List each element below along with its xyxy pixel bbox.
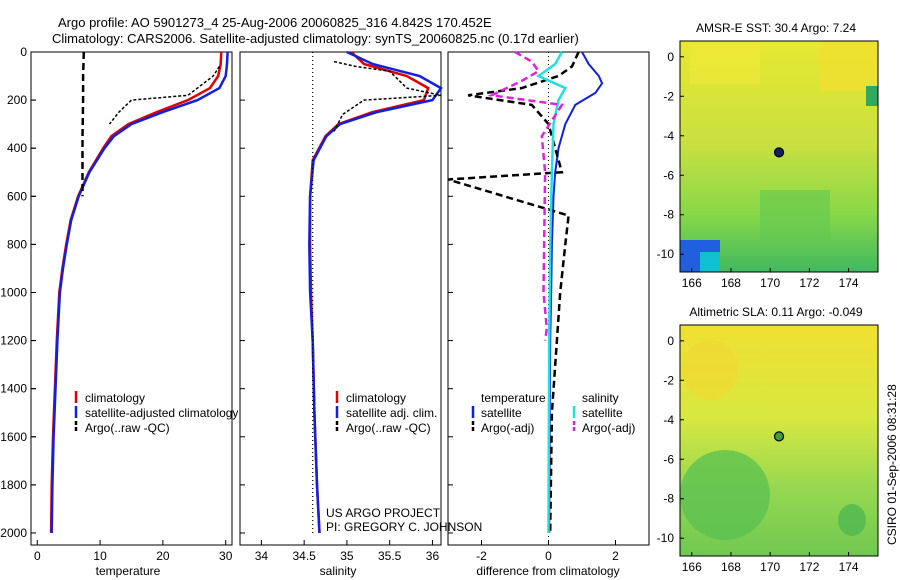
sla_map-ytick-label: -6: [663, 452, 674, 466]
salinity-xlabel: salinity: [320, 564, 357, 578]
depth-axis: 0 200 400 600 800 1000 1200 1400 1600 1800 2000: [0, 45, 36, 540]
sst-frame: [679, 40, 879, 273]
depth-tick-label: 1400: [0, 382, 27, 396]
project-credit: US ARGO PROJECT: [326, 506, 441, 520]
sla_map-ytick-label: 0: [667, 334, 674, 348]
depth-tick-label: 400: [7, 141, 27, 155]
salinity-xtick-label: 36: [426, 549, 440, 563]
sla-map-axes: 166 168 170 172 174 0 -2 -4 -6 -8 -10: [657, 334, 859, 574]
sla_map-argo-marker: [773, 431, 785, 442]
sst_map-ytick-label: -10: [657, 247, 675, 261]
sst-warm-patch-2: [690, 44, 760, 84]
depth-tick-label: 600: [7, 189, 27, 203]
header-line2: Climatology: CARS2006. Satellite-adjuste…: [52, 31, 579, 46]
salinity-xtick-label: 35: [340, 549, 354, 563]
temperature-panel: [30, 51, 233, 546]
sst_map-ytick-label: -6: [663, 168, 674, 182]
depth-tick-label: 1000: [0, 285, 27, 299]
temperature-xtick-label: 30: [219, 549, 233, 563]
legend-sal-argo: Argo(..raw -QC): [346, 421, 431, 435]
depth-tick-label: 800: [7, 237, 27, 251]
depth-tick-label: 0: [20, 45, 27, 59]
depth-tick-label: 1200: [0, 334, 27, 348]
sst-warm-patch: [820, 41, 878, 91]
salinity-series-argo-upper: [333, 60, 442, 132]
legend-diff-salinity-header: salinity: [582, 391, 619, 405]
sla_map-xtick-label: 172: [799, 560, 819, 574]
sla_map-ytick-label: -10: [657, 531, 675, 545]
sst_map-xtick-label: 168: [721, 276, 741, 290]
sst_map-xtick-label: 174: [839, 276, 859, 290]
legend-diff-sal-argo: Argo(-adj): [582, 421, 635, 435]
sla_map-xtick-label: 166: [682, 560, 702, 574]
salinity-xtick-label: 34.5: [292, 549, 316, 563]
salinity-xtick-label: 34: [255, 549, 269, 563]
salinity-panel: [239, 51, 442, 546]
difference-plot: -2 0 2: [447, 50, 619, 563]
legend-diff-temp-satellite: satellite: [481, 406, 522, 420]
sla-low-patch-2: [838, 504, 866, 536]
salinity-xtick-label: 35.5: [378, 549, 402, 563]
sst_map-ytick-label: -4: [663, 129, 674, 143]
temperature-xtick-label: 0: [34, 549, 41, 563]
temperature-series-argo-raw-qc: [81, 51, 86, 197]
sst-map: [679, 40, 879, 273]
legend-temp-argo: Argo(..raw -QC): [85, 421, 170, 435]
legend-temp-satellite: satellite-adjusted climatology: [85, 406, 238, 420]
sst_map-ytick-label: -8: [663, 208, 674, 222]
sst_map-argo-marker: [773, 147, 785, 158]
header-line1: Argo profile: AO 5901273_4 25-Aug-2006 2…: [58, 15, 492, 30]
difference-series-temperature-argo-adj: [447, 51, 580, 534]
difference-series-salinity-satellite: [536, 51, 568, 534]
temperature-series-satellite-adjusted-climatology: [50, 51, 229, 534]
sla-map-title: Altimetric SLA: 0.11 Argo: -0.049: [689, 305, 863, 319]
difference-xtick-label: 2: [612, 549, 619, 563]
legend-temp-climatology: climatology: [85, 391, 145, 405]
sla-frame: [679, 324, 879, 557]
timestamp-stamp: CSIRO 01-Sep-2006 08:31:28: [885, 384, 899, 545]
sla-high-patch: [682, 340, 738, 400]
pi-credit: PI: GREGORY C. JOHNSON: [326, 520, 482, 534]
sla_map-xtick-label: 174: [839, 560, 859, 574]
depth-tick-label: 1600: [0, 430, 27, 444]
temperature-series-argo-upper: [108, 65, 221, 125]
legend-sal-satellite: satellite adj. clim.: [346, 406, 437, 420]
salinity-plot: 34 34.5 35 35.5 36: [240, 50, 443, 563]
legend-diff-sal-satellite: satellite: [582, 406, 623, 420]
difference-xlabel: difference from climatology: [476, 564, 619, 578]
sst-map-title: AMSR-E SST: 30.4 Argo: 7.24: [696, 21, 856, 35]
salinity-series-satellite-adj-clim: [308, 50, 443, 534]
legend-diff-temperature-header: temperature: [481, 391, 546, 405]
sst-cold-corner-2: [700, 252, 720, 272]
temperature-xlabel: temperature: [96, 564, 161, 578]
depth-tick-label: 200: [7, 93, 27, 107]
sst_map-xtick-label: 170: [760, 276, 780, 290]
sst_map-ytick-label: 0: [667, 50, 674, 64]
sst-land-edge: [866, 86, 878, 106]
difference-series-salinity-argo-adj: [487, 50, 565, 341]
sst-cool-patch: [760, 190, 830, 240]
sst_map-xtick-label: 166: [682, 276, 702, 290]
sla-low-patch: [680, 450, 770, 540]
sla_map-xtick-label: 168: [721, 560, 741, 574]
difference-xtick-label: -2: [476, 549, 487, 563]
legend-sal-climatology: climatology: [346, 391, 406, 405]
sla_map-ytick-label: -2: [663, 373, 674, 387]
sla_map-ytick-label: -8: [663, 492, 674, 506]
sla_map-xtick-label: 170: [760, 560, 780, 574]
temperature-xtick-label: 10: [93, 549, 107, 563]
legend-diff-temp-argo: Argo(-adj): [481, 421, 534, 435]
depth-tick-label: 1800: [0, 478, 27, 492]
sst_map-ytick-label: -2: [663, 89, 674, 103]
sst-map-axes: 166 168 170 172 174 0 -2 -4 -6 -8 -10: [657, 50, 859, 290]
temperature-xtick-label: 20: [156, 549, 170, 563]
sst_map-xtick-label: 172: [799, 276, 819, 290]
depth-tick-label: 2000: [0, 526, 27, 540]
sla_map-ytick-label: -4: [663, 413, 674, 427]
difference-xtick-label: 0: [545, 549, 552, 563]
